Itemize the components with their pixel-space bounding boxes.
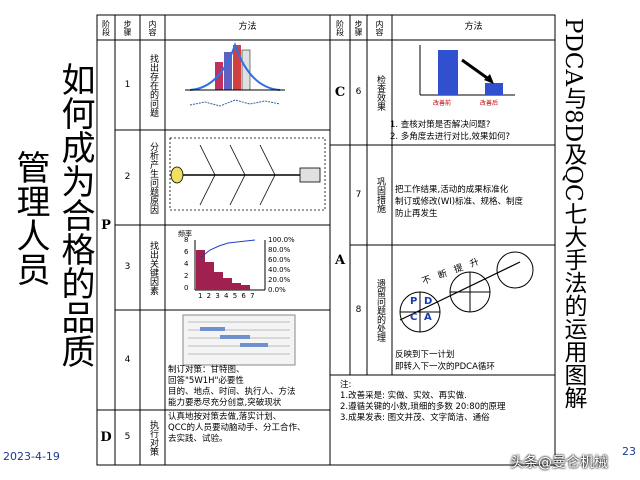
y2-tick: 40.0% xyxy=(268,266,291,274)
chart-label: 改善前 xyxy=(433,100,452,107)
y-tick: 4 xyxy=(184,260,189,268)
note: 1.改善采是: 实做、实效、再实做. xyxy=(340,391,467,401)
phase: C xyxy=(334,85,346,100)
method-line: 2. 多角度去进行对比,效果如何? xyxy=(390,132,511,142)
cycle-letter: A xyxy=(424,312,432,323)
content: 找出存在的问题 xyxy=(148,53,158,117)
title-col1: 如何成为合格的品质 xyxy=(55,62,95,368)
header: 方法 xyxy=(238,22,257,32)
chart-label: 频率 xyxy=(178,230,192,238)
step: 1 xyxy=(124,79,131,90)
y-tick: 2 xyxy=(184,272,189,280)
y2-tick: 80.0% xyxy=(268,246,291,254)
note: 注: xyxy=(340,380,352,390)
watermark: 头条@曼仑机械 xyxy=(510,455,608,471)
header: 步骤 xyxy=(354,19,363,36)
phase: A xyxy=(334,252,346,268)
step: 2 xyxy=(124,172,131,182)
content: 遗留问题的处理 xyxy=(375,278,385,342)
header: 方法 xyxy=(464,22,483,32)
note: 3.成果发表: 图文并茂、文字简洁、通俗 xyxy=(340,413,490,423)
method-line: 制订或修改(WI)标准、规格、制度 xyxy=(395,197,524,207)
method-line: 能力要悉尽充分创意,突破现状 xyxy=(168,398,282,408)
content: 执行对策 xyxy=(148,419,158,456)
step: 6 xyxy=(355,87,362,97)
y2-tick: 60.0% xyxy=(268,256,291,264)
x-ticks: 1 2 3 4 5 6 7 xyxy=(198,292,256,300)
y2-tick: 100.0% xyxy=(268,236,295,244)
phase: P xyxy=(101,217,111,233)
phase: D xyxy=(100,430,112,445)
method-line: 1. 查核对策是否解决问题? xyxy=(390,120,491,130)
header: 内容 xyxy=(148,19,157,36)
header: 内容 xyxy=(375,19,384,36)
method-line: 反映到下一计划 xyxy=(395,350,455,360)
content: 分析产生问题原因 xyxy=(148,141,158,214)
header: 阶段 xyxy=(335,19,345,36)
header: 步骤 xyxy=(123,19,132,36)
y-tick: 8 xyxy=(184,236,189,244)
method-line: 目的、地点、时间、执行人、方法 xyxy=(168,387,296,397)
content: 检查效果 xyxy=(375,74,385,111)
chart-label: 改善后 xyxy=(480,100,499,107)
step: 7 xyxy=(355,189,362,200)
method-line: 制订对策：甘特图、 xyxy=(168,365,245,375)
method-line: 认真地按对策去做,落实计划、 xyxy=(168,412,282,422)
y2-tick: 20.0% xyxy=(268,276,291,284)
step: 3 xyxy=(124,262,131,272)
method-line: QCC的人员要动脑动手、分工合作、 xyxy=(168,423,306,433)
cycle-letter: D xyxy=(424,296,433,307)
step: 8 xyxy=(355,304,362,315)
cycle-letter: P xyxy=(410,296,418,307)
step: 4 xyxy=(124,354,131,365)
method-line: 防止再发生 xyxy=(395,209,438,219)
method-line: 即转入下一次的PDCA循环 xyxy=(395,362,495,372)
method-line: 把工作结果,活动的成果标准化 xyxy=(395,185,509,195)
note: 2.遵循关键的小数,琐细的多数 20:80的原理 xyxy=(340,402,506,412)
y-tick: 0 xyxy=(184,284,189,292)
page-number: 23 xyxy=(622,445,636,458)
header: 阶段 xyxy=(101,19,111,36)
step: 5 xyxy=(124,432,131,442)
date: 2023-4-19 xyxy=(3,450,60,463)
y2-tick: 0.0% xyxy=(268,286,286,294)
y-tick: 6 xyxy=(184,248,189,256)
method-line: 回答"5W1H"必要性 xyxy=(168,376,244,386)
content: 巩固措施 xyxy=(375,177,385,213)
side-title: PDCA与8D及QC七大手法的运用图解 xyxy=(560,18,586,409)
title-col2: 管理人员 xyxy=(10,150,50,286)
method-line: 去实践、试验。 xyxy=(168,434,228,444)
cycle-letter: C xyxy=(410,312,418,323)
content: 找出关键因素 xyxy=(148,240,158,295)
